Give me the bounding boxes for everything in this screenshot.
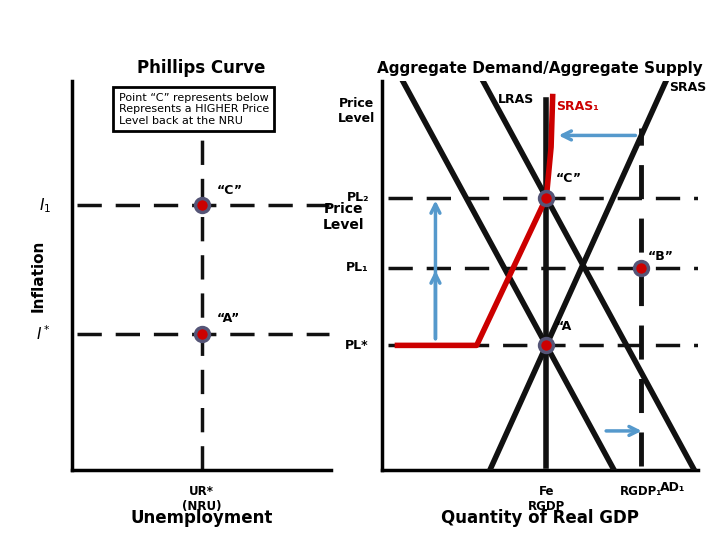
Point xyxy=(636,264,647,272)
Point xyxy=(196,329,207,338)
Text: Unemployment: Unemployment xyxy=(130,509,273,526)
Point xyxy=(541,341,552,350)
Text: SRAS₁: SRAS₁ xyxy=(556,100,598,113)
Text: RGDP₁: RGDP₁ xyxy=(620,485,662,498)
Text: PL₁: PL₁ xyxy=(346,261,369,274)
Text: Price
Level: Price Level xyxy=(323,202,364,232)
Text: LRAS: LRAS xyxy=(498,93,534,106)
Point xyxy=(541,193,552,202)
Title: Aggregate Demand/Aggregate Supply: Aggregate Demand/Aggregate Supply xyxy=(377,60,703,76)
Text: SRAS: SRAS xyxy=(669,81,706,94)
Text: Point “C” represents below
Represents a HIGHER Price
Level back at the NRU: Point “C” represents below Represents a … xyxy=(119,93,269,126)
Text: Fe
RGDP: Fe RGDP xyxy=(528,485,565,514)
Text: PL*: PL* xyxy=(346,339,369,352)
Text: “A: “A xyxy=(556,320,572,333)
Text: Inflation: Inflation xyxy=(31,239,46,312)
Text: AD₁: AD₁ xyxy=(660,482,685,495)
Text: Quantity of Real GDP: Quantity of Real GDP xyxy=(441,509,639,526)
Text: “C”: “C” xyxy=(217,184,243,197)
Text: $I^*$: $I^*$ xyxy=(37,325,51,343)
Text: UR*
(NRU): UR* (NRU) xyxy=(182,485,221,514)
Text: Price
Level: Price Level xyxy=(338,97,375,125)
Point xyxy=(196,201,207,210)
Text: PL₂: PL₂ xyxy=(346,191,369,204)
Text: “B”: “B” xyxy=(648,250,674,263)
Text: “C”: “C” xyxy=(556,172,582,185)
Text: “A”: “A” xyxy=(217,312,240,325)
Text: $I_1$: $I_1$ xyxy=(39,196,51,215)
Title: Phillips Curve: Phillips Curve xyxy=(138,59,266,77)
